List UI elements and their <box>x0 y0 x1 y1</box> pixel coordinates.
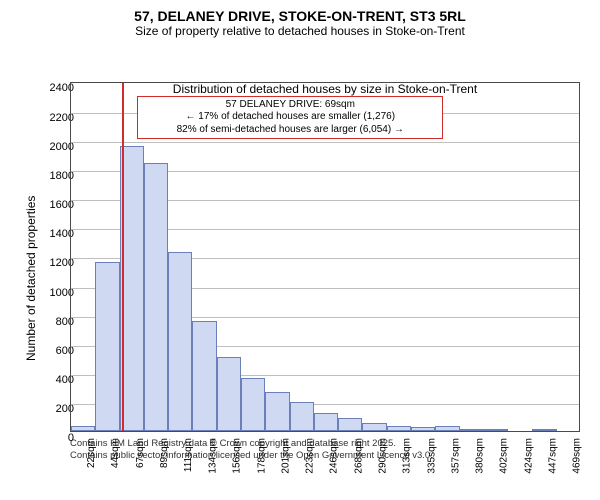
y-tick-label: 0 <box>34 432 74 444</box>
annotation-larger: 82% of semi-detached houses are larger (… <box>142 124 438 137</box>
histogram-bar <box>460 429 484 432</box>
y-tick-label: 1600 <box>34 199 74 211</box>
histogram-bar <box>532 429 556 431</box>
x-tick-label: 447sqm <box>548 438 559 474</box>
histogram-bar <box>435 426 459 432</box>
x-tick-label: 178sqm <box>256 438 267 474</box>
x-tick-label: 22sqm <box>86 438 97 468</box>
x-tick-label: 67sqm <box>135 438 146 468</box>
histogram-bar <box>387 426 411 432</box>
histogram-bar <box>314 413 338 432</box>
x-tick-label: 111sqm <box>183 438 194 472</box>
histogram-bar <box>144 163 168 431</box>
histogram-bar <box>95 262 119 431</box>
x-tick-label: 268sqm <box>353 438 364 474</box>
x-tick-label: 357sqm <box>450 438 461 474</box>
y-tick-label: 2000 <box>34 141 74 153</box>
x-tick-label: 223sqm <box>305 438 316 474</box>
histogram-bar <box>192 321 216 432</box>
chart-area: 57 DELANEY DRIVE: 69sqm ← 17% of detache… <box>70 82 580 432</box>
histogram-bar <box>362 423 386 432</box>
annotation-box: 57 DELANEY DRIVE: 69sqm ← 17% of detache… <box>137 96 443 140</box>
histogram-bar <box>71 426 95 432</box>
annotation-title: 57 DELANEY DRIVE: 69sqm <box>142 99 438 112</box>
histogram-bar <box>290 402 314 431</box>
annotation-smaller: ← 17% of detached houses are smaller (1,… <box>142 111 438 124</box>
y-tick-label: 400 <box>34 374 74 386</box>
x-tick-label: 290sqm <box>378 438 389 474</box>
x-tick-label: 402sqm <box>499 438 510 474</box>
y-tick-label: 200 <box>34 403 74 415</box>
histogram-bar <box>338 418 362 431</box>
y-tick-label: 1200 <box>34 257 74 269</box>
y-tick-label: 2400 <box>34 82 74 94</box>
plot-frame: 57 DELANEY DRIVE: 69sqm ← 17% of detache… <box>70 82 580 432</box>
x-tick-label: 313sqm <box>402 438 413 474</box>
histogram-bar <box>411 427 435 431</box>
x-tick-label: 380sqm <box>475 438 486 474</box>
y-tick-label: 600 <box>34 345 74 357</box>
y-axis-label: Number of detached properties <box>24 196 38 361</box>
x-tick-label: 156sqm <box>232 438 243 474</box>
histogram-bar <box>168 252 192 431</box>
x-tick-label: 44sqm <box>110 438 121 468</box>
y-tick-label: 1000 <box>34 287 74 299</box>
x-tick-label: 89sqm <box>159 438 170 468</box>
x-tick-label: 469sqm <box>572 438 583 474</box>
y-tick-label: 800 <box>34 316 74 328</box>
histogram-bar <box>217 357 241 431</box>
histogram-bar <box>241 378 265 432</box>
x-tick-label: 424sqm <box>523 438 534 474</box>
y-tick-label: 1400 <box>34 228 74 240</box>
reference-line <box>122 83 124 431</box>
histogram-bar <box>484 429 508 431</box>
y-tick-label: 2200 <box>34 112 74 124</box>
chart-title: 57, DELANEY DRIVE, STOKE-ON-TRENT, ST3 5… <box>10 8 590 24</box>
chart-subtitle: Size of property relative to detached ho… <box>10 24 590 38</box>
figure-container: 57, DELANEY DRIVE, STOKE-ON-TRENT, ST3 5… <box>0 0 600 500</box>
x-tick-label: 335sqm <box>426 438 437 474</box>
y-tick-label: 1800 <box>34 170 74 182</box>
x-tick-label: 201sqm <box>280 438 291 474</box>
x-tick-label: 246sqm <box>329 438 340 474</box>
histogram-bar <box>265 392 289 431</box>
x-tick-label: 134sqm <box>208 438 219 474</box>
